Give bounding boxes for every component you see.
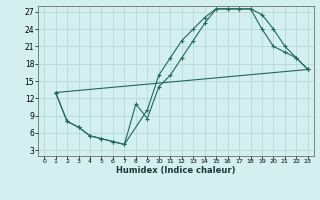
X-axis label: Humidex (Indice chaleur): Humidex (Indice chaleur) [116, 166, 236, 175]
